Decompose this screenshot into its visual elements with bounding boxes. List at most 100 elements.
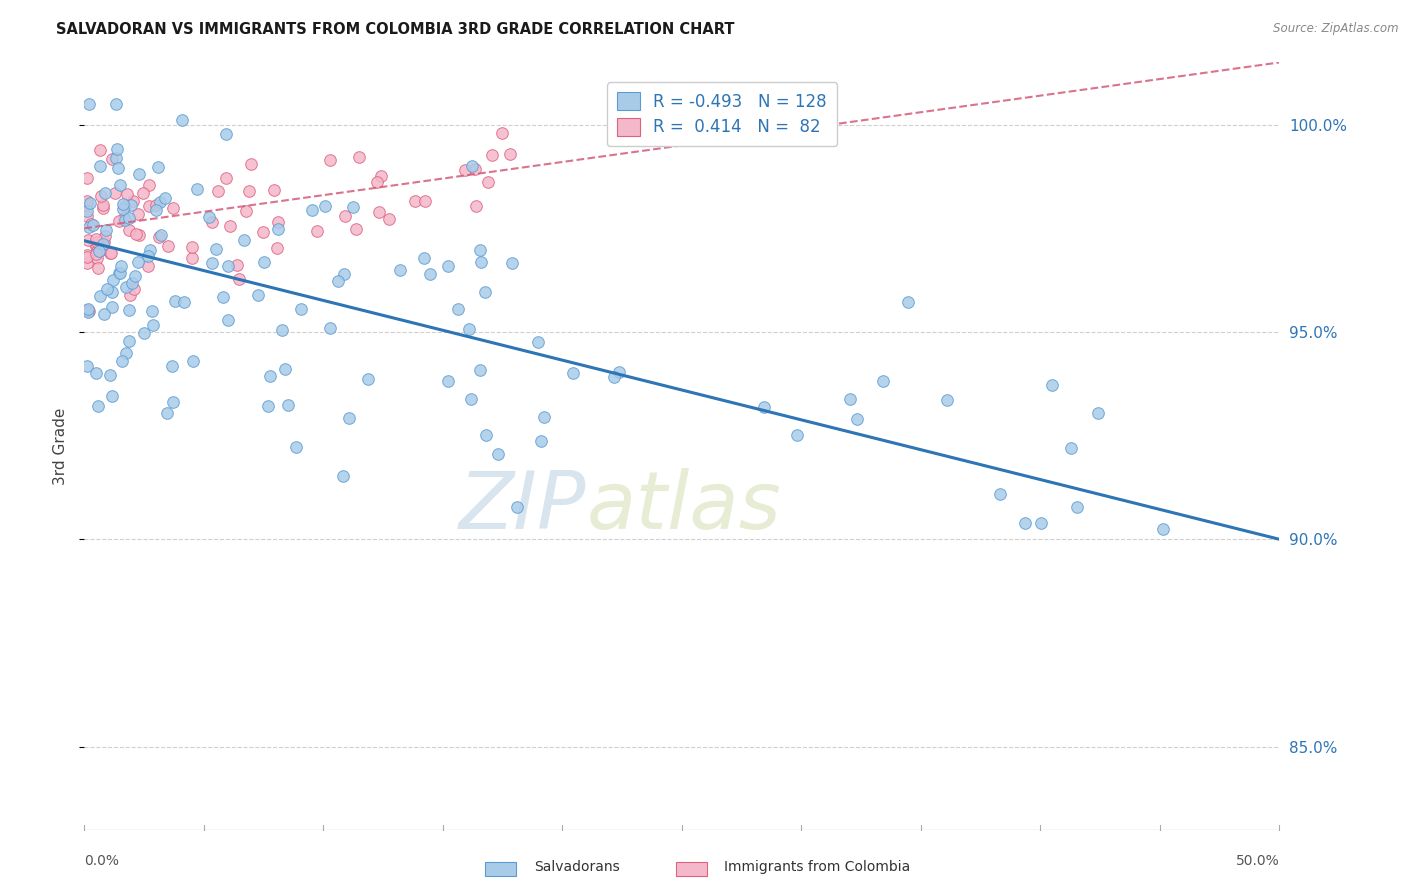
Point bbox=[499, 147, 522, 161]
Point bbox=[307, 224, 329, 238]
Point bbox=[333, 209, 356, 223]
Point bbox=[110, 266, 132, 280]
Point bbox=[501, 256, 523, 270]
Point bbox=[91, 236, 114, 251]
Point bbox=[207, 184, 229, 198]
Point bbox=[526, 334, 548, 349]
Point bbox=[491, 126, 513, 140]
Point bbox=[180, 251, 202, 265]
Point bbox=[138, 178, 160, 192]
Point bbox=[124, 269, 146, 284]
Point bbox=[107, 161, 129, 175]
Point bbox=[117, 223, 139, 237]
Point bbox=[136, 259, 159, 273]
Point bbox=[1042, 378, 1064, 392]
Point bbox=[786, 428, 808, 442]
Point bbox=[198, 210, 221, 224]
Point bbox=[138, 199, 160, 213]
Point bbox=[107, 214, 129, 228]
Point bbox=[1031, 516, 1053, 530]
Point bbox=[128, 227, 150, 242]
Point bbox=[561, 366, 583, 380]
Point bbox=[436, 259, 458, 273]
Point bbox=[235, 204, 257, 219]
Point bbox=[100, 285, 122, 299]
Point bbox=[94, 229, 117, 244]
Point bbox=[270, 323, 292, 337]
Point bbox=[366, 175, 388, 189]
Point bbox=[138, 248, 160, 262]
Text: SALVADORAN VS IMMIGRANTS FROM COLOMBIA 3RD GRADE CORRELATION CHART: SALVADORAN VS IMMIGRANTS FROM COLOMBIA 3… bbox=[56, 22, 735, 37]
Text: ZIP: ZIP bbox=[458, 468, 586, 547]
Point bbox=[96, 282, 118, 296]
Point bbox=[277, 398, 299, 412]
Y-axis label: 3rd Grade: 3rd Grade bbox=[53, 408, 69, 484]
Point bbox=[1060, 441, 1083, 455]
Point bbox=[1152, 522, 1174, 536]
Point bbox=[157, 238, 180, 252]
Point bbox=[112, 202, 135, 217]
Point bbox=[84, 366, 107, 380]
Point bbox=[267, 221, 290, 235]
Point bbox=[162, 201, 184, 215]
Point bbox=[77, 96, 100, 111]
Point bbox=[76, 194, 98, 208]
Point bbox=[460, 392, 482, 407]
Point bbox=[90, 244, 112, 258]
Point bbox=[454, 163, 477, 178]
Point bbox=[267, 215, 290, 229]
Point bbox=[93, 197, 115, 211]
Point bbox=[117, 211, 139, 225]
Point bbox=[607, 366, 630, 380]
Point bbox=[217, 312, 239, 326]
Point bbox=[205, 242, 228, 256]
Point bbox=[470, 255, 492, 269]
Point bbox=[217, 259, 239, 273]
Point bbox=[89, 159, 111, 173]
Point bbox=[475, 428, 498, 442]
Point bbox=[76, 302, 98, 317]
Point bbox=[108, 266, 131, 280]
Point bbox=[162, 395, 184, 409]
Point bbox=[252, 255, 274, 269]
Point bbox=[284, 440, 307, 454]
Text: Immigrants from Colombia: Immigrants from Colombia bbox=[724, 860, 910, 874]
Point bbox=[76, 255, 98, 269]
Point bbox=[252, 225, 274, 239]
Point bbox=[464, 161, 486, 176]
Point bbox=[936, 392, 959, 407]
Point bbox=[122, 194, 145, 208]
Point bbox=[344, 221, 367, 235]
Point bbox=[163, 294, 186, 309]
Point bbox=[246, 288, 269, 302]
Point bbox=[77, 219, 100, 234]
Point bbox=[897, 295, 920, 310]
Point bbox=[347, 150, 370, 164]
Point bbox=[181, 354, 204, 368]
Point bbox=[437, 374, 460, 388]
Point bbox=[79, 195, 101, 210]
Point bbox=[87, 244, 110, 258]
Point bbox=[378, 211, 401, 226]
Point bbox=[212, 290, 235, 304]
Point bbox=[505, 500, 527, 515]
Point bbox=[86, 252, 108, 266]
Point bbox=[228, 271, 250, 285]
Point bbox=[226, 258, 249, 272]
Point bbox=[115, 346, 138, 360]
Point bbox=[461, 160, 484, 174]
Point bbox=[76, 302, 98, 317]
Point bbox=[266, 241, 288, 255]
Point bbox=[170, 113, 193, 128]
Point bbox=[100, 246, 122, 260]
Point bbox=[139, 243, 162, 257]
Point bbox=[215, 127, 238, 141]
Point bbox=[76, 197, 98, 211]
Point bbox=[257, 399, 280, 413]
Point bbox=[100, 368, 122, 382]
Point bbox=[474, 285, 496, 299]
Point bbox=[846, 412, 869, 426]
Point bbox=[263, 183, 285, 197]
Point bbox=[112, 211, 135, 225]
Point bbox=[357, 371, 380, 385]
